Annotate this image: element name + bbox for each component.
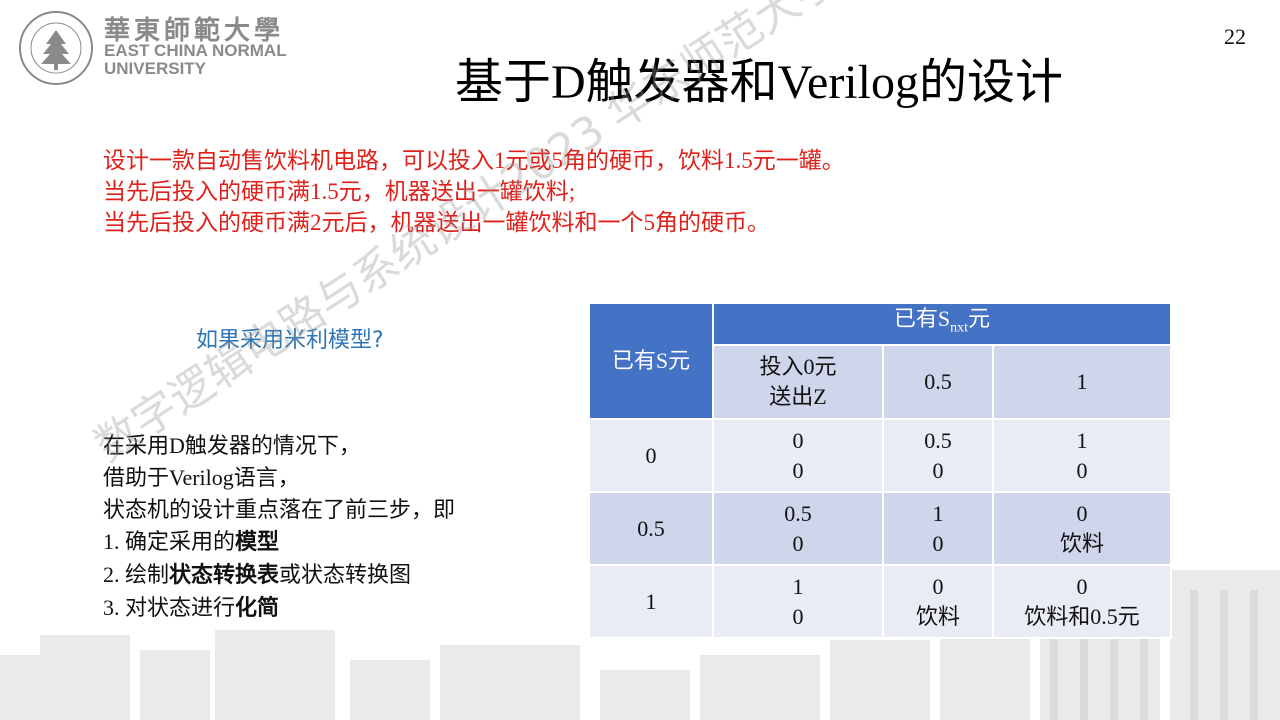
cell-output: 0	[792, 603, 804, 629]
mealy-model-question: 如果采用米利模型?	[196, 328, 384, 353]
university-logo: 華東師範大學 EAST CHINA NORMAL UNIVERSITY	[8, 4, 308, 85]
university-name-english-line1: EAST CHINA NORMAL	[104, 41, 287, 60]
cell-output: 0	[792, 530, 804, 556]
cell-next-state: 0	[1076, 573, 1088, 599]
problem-statement: 设计一款自动售饮料机电路，可以投入1元或5角的硬币，饮料1.5元一罐。 当先后投…	[103, 145, 845, 238]
table-cell: 0 饮料和0.5元	[992, 564, 1172, 639]
university-name-english-line2: UNIVERSITY	[104, 59, 207, 78]
next-state-prefix: 已有S	[893, 306, 951, 332]
cell-output: 饮料	[1059, 530, 1104, 556]
slide-title: 基于D触发器和Verilog的设计	[455, 56, 1063, 109]
cell-output: 0	[932, 457, 944, 483]
col-header-line: 0.5	[924, 369, 952, 394]
problem-line-1: 设计一款自动售饮料机电路，可以投入1元或5角的硬币，饮料1.5元一罐。	[103, 148, 845, 173]
col-header-line: 投入0元	[759, 354, 837, 379]
problem-line-2: 当先后投入的硬币满1.5元，机器送出一罐饮料;	[103, 179, 576, 204]
step-1-text: 1. 确定采用的	[103, 529, 236, 554]
steps-intro-1: 在采用D触发器的情况下，	[103, 433, 361, 458]
cell-output: 0	[932, 530, 944, 556]
table-cell: 0 饮料	[882, 564, 994, 639]
cell-output: 饮料	[915, 603, 960, 629]
step-1: 1. 确定采用的模型	[103, 526, 455, 559]
col-header-line: 送出Z	[769, 384, 827, 409]
cell-next-state: 0	[1076, 500, 1088, 526]
cell-output: 饮料和0.5元	[1024, 603, 1140, 629]
cell-next-state: 0.5	[924, 427, 952, 453]
cell-next-state: 1	[1076, 427, 1088, 453]
cell-output: 0	[1076, 457, 1088, 483]
cell-next-state: 0	[932, 573, 944, 599]
col-header-input-0: 投入0元送出Z	[712, 344, 884, 420]
col-header-line: 1	[1076, 369, 1088, 394]
table-cell: 0.5 0	[882, 418, 994, 493]
steps-intro-2: 借助于Verilog语言，	[103, 465, 300, 490]
step-2-text: 2. 绘制	[103, 562, 170, 587]
university-seal-icon	[19, 11, 93, 85]
step-2: 2. 绘制状态转换表或状态转换图	[103, 559, 455, 592]
col-header-input-0.5: 0.5	[882, 344, 994, 420]
table-cell: 0 饮料	[992, 491, 1172, 566]
step-1-keyword: 模型	[235, 530, 280, 555]
next-state-suffix: 元	[968, 306, 991, 332]
step-3-keyword: 化简	[235, 596, 280, 621]
page-number: 22	[1224, 24, 1246, 49]
next-state-subscript: nxt	[950, 320, 969, 336]
campus-background-image	[0, 570, 1280, 720]
cell-next-state: 0	[792, 427, 804, 453]
table-corner-header: 已有S元	[588, 302, 714, 420]
cell-next-state: 1	[792, 573, 804, 599]
next-state-header: 已有Snxt元	[712, 302, 1172, 346]
problem-line-3: 当先后投入的硬币满2元后，机器送出一罐饮料和一个5角的硬币。	[103, 210, 770, 235]
row-state-1: 1	[588, 564, 714, 639]
row-state-0: 0	[588, 418, 714, 493]
step-3-text: 3. 对状态进行	[103, 595, 236, 620]
cell-output: 0	[792, 457, 804, 483]
university-name-english: EAST CHINA NORMAL UNIVERSITY	[104, 42, 287, 78]
cell-next-state: 0.5	[784, 500, 812, 526]
university-name-chinese: 華東師範大學	[104, 16, 285, 46]
cell-next-state: 1	[932, 500, 944, 526]
step-3: 3. 对状态进行化简	[103, 592, 455, 625]
step-2-keyword: 状态转换表	[169, 563, 280, 588]
design-steps: 在采用D触发器的情况下， 借助于Verilog语言， 状态机的设计重点落在了前三…	[103, 430, 455, 625]
step-2-suffix: 或状态转换图	[279, 562, 412, 587]
table-cell: 0.5 0	[712, 491, 884, 566]
row-state-0.5: 0.5	[588, 491, 714, 566]
steps-intro-3: 状态机的设计重点落在了前三步，即	[103, 497, 456, 522]
col-header-input-1: 1	[992, 344, 1172, 420]
